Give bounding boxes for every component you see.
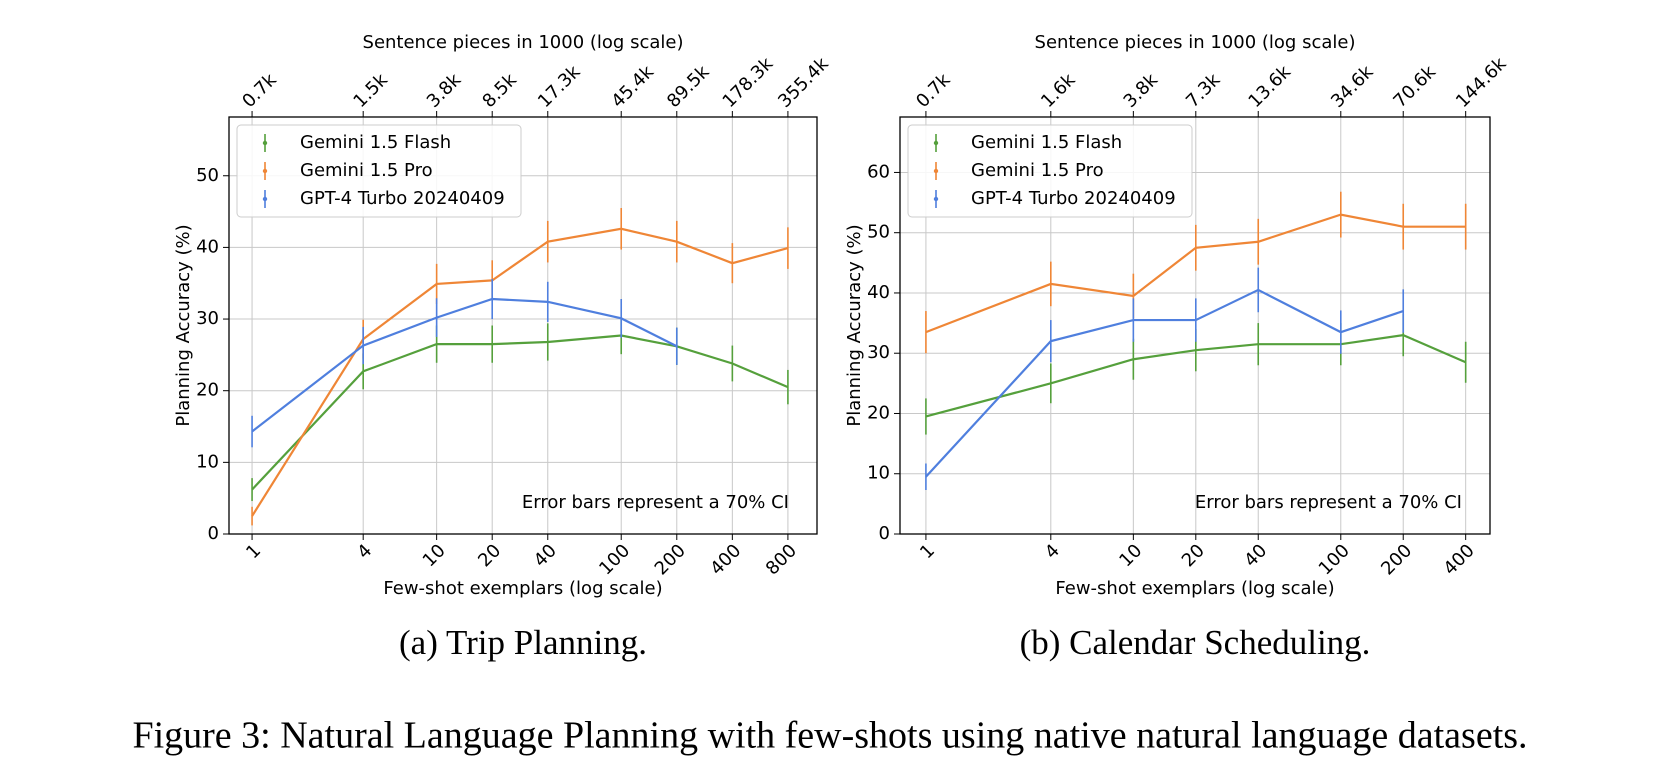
legend-box	[236, 124, 522, 218]
x2-tick-label: 13.6k	[1244, 61, 1295, 112]
y-tick-label: 10	[196, 451, 219, 472]
x2-tick-label: 45.4k	[607, 61, 658, 112]
x2-tick-label: 70.6k	[1389, 61, 1440, 112]
y-axis-label: Planning Accuracy (%)	[844, 224, 865, 426]
x2-tick-label: 7.3k	[1182, 69, 1225, 112]
y-tick-label: 10	[867, 463, 890, 484]
annotation: Error bars represent a 70% CI	[1195, 492, 1462, 513]
x2-tick-label: 0.7k	[912, 69, 955, 112]
series-line	[251, 227, 789, 517]
x2-tick-label: 0.7k	[238, 69, 281, 112]
x-tick-label: 20	[1178, 540, 1209, 571]
y-tick-label: 20	[867, 402, 890, 423]
x-tick-label: 200	[651, 540, 690, 579]
legend-label: GPT-4 Turbo 20240409	[971, 188, 1176, 209]
x-tick-label: 4	[353, 540, 376, 563]
x-axis-label: Few-shot exemplars (log scale)	[383, 578, 662, 599]
x-tick-label: 4	[1041, 540, 1064, 563]
x-tick-label: 400	[1440, 540, 1479, 579]
legend-swatch-dot	[933, 196, 939, 202]
x-tick-label: 1	[916, 540, 939, 563]
plot-frame	[899, 116, 1491, 535]
x2-tick-label: 178.3k	[719, 53, 778, 112]
subcaption: (a) Trip Planning.	[399, 623, 647, 662]
x2-tick-label: 34.6k	[1327, 61, 1378, 112]
subcaption: (b) Calendar Scheduling.	[1020, 623, 1371, 662]
series-line	[251, 334, 789, 491]
series-line	[925, 288, 1404, 478]
y-tick-label: 40	[867, 282, 890, 303]
x-tick-label: 200	[1377, 540, 1416, 579]
x2-axis-label: Sentence pieces in 1000 (log scale)	[363, 32, 684, 53]
legend-swatch-dot	[933, 168, 939, 174]
x2-tick-label: 3.8k	[1120, 69, 1163, 112]
x-tick-label: 100	[595, 540, 634, 579]
series-line	[925, 213, 1466, 334]
y-tick-label: 20	[196, 380, 219, 401]
legend-swatch-dot	[262, 140, 268, 146]
x-tick-label: 100	[1315, 540, 1354, 579]
x-tick-label: 10	[1115, 540, 1146, 571]
x-tick-label: 40	[530, 540, 561, 571]
legend-swatch-dot	[933, 140, 939, 146]
x2-tick-label: 17.3k	[534, 61, 585, 112]
legend-label: Gemini 1.5 Pro	[971, 160, 1104, 181]
legend-label: GPT-4 Turbo 20240409	[300, 188, 505, 209]
legend-label: Gemini 1.5 Flash	[971, 132, 1122, 153]
y-tick-label: 30	[867, 342, 890, 363]
legend-label: Gemini 1.5 Flash	[300, 132, 451, 153]
annotation: Error bars represent a 70% CI	[522, 492, 789, 513]
x2-tick-label: 3.8k	[423, 69, 466, 112]
x-tick-label: 40	[1240, 540, 1271, 571]
x-tick-label: 20	[474, 540, 505, 571]
x-tick-label: 400	[706, 540, 745, 579]
x-tick-label: 1	[242, 540, 265, 563]
plot-frame	[228, 116, 818, 535]
y-axis-label: Planning Accuracy (%)	[173, 224, 194, 426]
y-tick-label: 40	[196, 236, 219, 257]
figure-caption: Figure 3: Natural Language Planning with…	[132, 715, 1527, 757]
y-tick-label: 50	[196, 165, 219, 186]
x-axis-label: Few-shot exemplars (log scale)	[1055, 578, 1334, 599]
y-tick-label: 30	[196, 308, 219, 329]
legend-box	[907, 124, 1193, 218]
series-line	[925, 334, 1467, 418]
y-tick-label: 0	[208, 523, 219, 544]
x2-axis-label: Sentence pieces in 1000 (log scale)	[1035, 32, 1356, 53]
legend-swatch-dot	[262, 168, 268, 174]
legend-swatch-dot	[262, 196, 268, 202]
x-tick-label: 10	[419, 540, 450, 571]
y-tick-label: 0	[879, 523, 890, 544]
x2-tick-label: 1.5k	[349, 69, 392, 112]
y-tick-label: 60	[867, 161, 890, 182]
x2-tick-label: 355.4k	[774, 53, 833, 112]
legend-label: Gemini 1.5 Pro	[300, 160, 433, 181]
x2-tick-label: 8.5k	[478, 69, 521, 112]
x2-tick-label: 144.6k	[1452, 53, 1511, 112]
x2-tick-label: 89.5k	[663, 61, 714, 112]
x-tick-label: 800	[762, 540, 801, 579]
y-tick-label: 50	[867, 222, 890, 243]
x2-tick-label: 1.6k	[1037, 69, 1080, 112]
